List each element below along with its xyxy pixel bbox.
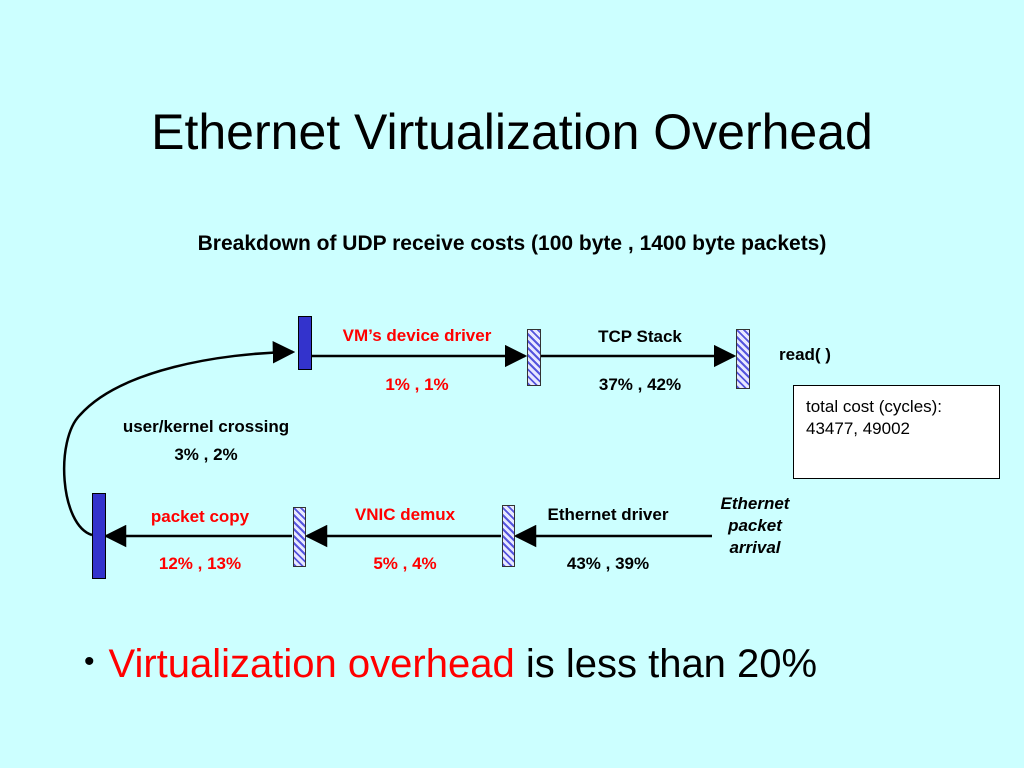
read-label: read( ) bbox=[779, 345, 831, 364]
eth-driver-value: 43% , 39% bbox=[566, 554, 650, 573]
vm-driver-value: 1% , 1% bbox=[385, 375, 449, 394]
bullet-point: • Virtualization overhead is less than 20… bbox=[84, 642, 817, 687]
tcp-stack-bar bbox=[527, 329, 541, 386]
packet-arrival-line3: arrival bbox=[729, 538, 781, 557]
packet-copy-bar bbox=[92, 493, 106, 579]
vm-driver-label: VM’s device driver bbox=[342, 326, 492, 345]
tcp-stack-label: TCP Stack bbox=[598, 327, 682, 346]
slide-title: Ethernet Virtualization Overhead bbox=[151, 104, 873, 160]
read-bar bbox=[736, 329, 750, 389]
crossing-value: 3% , 2% bbox=[174, 445, 238, 464]
bullet-dot: • bbox=[84, 645, 95, 678]
tcp-stack-value: 37% , 42% bbox=[598, 375, 682, 394]
eth-driver-label: Ethernet driver bbox=[547, 505, 669, 524]
packet-arrival-label: Ethernet packet arrival bbox=[712, 493, 798, 559]
total-cost-line2: 43477, 49002 bbox=[806, 419, 910, 438]
packet-copy-value: 12% , 13% bbox=[158, 554, 242, 573]
total-cost-line1: total cost (cycles): bbox=[806, 397, 943, 416]
slide-subtitle: Breakdown of UDP receive costs (100 byte… bbox=[197, 232, 827, 255]
total-cost-box: total cost (cycles): 43477, 49002 bbox=[793, 385, 1000, 479]
eth-driver-bar bbox=[502, 505, 515, 567]
bullet-rest: is less than 20% bbox=[514, 642, 818, 686]
vm-driver-bar bbox=[298, 316, 312, 370]
vnic-demux-bar bbox=[293, 507, 306, 567]
packet-arrival-line1: Ethernet bbox=[720, 494, 790, 513]
packet-copy-label: packet copy bbox=[150, 507, 250, 526]
crossing-label: user/kernel crossing bbox=[122, 417, 290, 436]
vnic-demux-value: 5% , 4% bbox=[373, 554, 437, 573]
vnic-demux-label: VNIC demux bbox=[354, 505, 456, 524]
packet-arrival-line2: packet bbox=[728, 516, 782, 535]
arrow-user-kernel-crossing bbox=[63, 341, 296, 537]
bullet-highlight: Virtualization overhead bbox=[108, 642, 515, 686]
